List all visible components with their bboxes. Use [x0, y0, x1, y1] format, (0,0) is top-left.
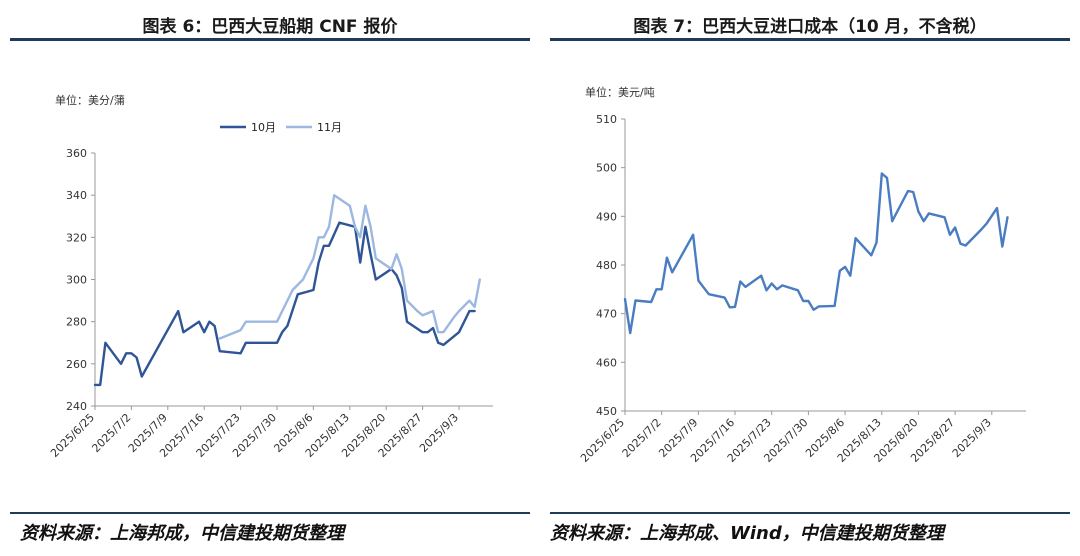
chart-title: 图表 6：巴西大豆船期 CNF 报价: [142, 17, 398, 37]
x-tick-label: 2025/6/25: [48, 411, 97, 460]
x-tick-label: 2025/9/3: [417, 411, 461, 455]
series-line-2: [218, 193, 481, 340]
y-tick-label: 360: [66, 147, 87, 160]
right-chart-panel: 图表 7：巴西大豆进口成本（10 月，不含税） 单位：美元/吨 450 460 470…: [550, 0, 1070, 556]
unit-label: 单位：美元/吨: [585, 85, 655, 99]
y-tick-label: 460: [596, 356, 617, 369]
source-note: 资料来源：上海邦成，中信建投期货整理: [20, 523, 344, 544]
y-tick-label: 340: [66, 189, 87, 202]
unit-label: 单位：美分/蒲: [55, 93, 125, 107]
cnf-quote-line-chart: 单位：美分/蒲2402602803003203403602025/6/25202…: [48, 93, 493, 460]
y-tick-label: 280: [66, 316, 87, 329]
y-tick-label: 320: [66, 231, 87, 244]
legend-label: 11月: [317, 121, 342, 134]
source-rule: [550, 512, 1070, 514]
y-tick-label: 260: [66, 358, 87, 371]
y-tick-label: 470: [596, 308, 617, 321]
y-tick-label: 300: [66, 274, 87, 287]
left-chart-panel: 图表 6：巴西大豆船期 CNF 报价 单位：美分/蒲 240 260 280 300 32…: [10, 0, 530, 556]
title-rule: [550, 38, 1070, 41]
y-tick-label: 240: [66, 400, 87, 413]
y-tick-label: 510: [596, 113, 617, 126]
series-line-1: [93, 221, 476, 387]
x-tick-label: 2025/6/25: [578, 416, 627, 465]
chart-title: 图表 7：巴西大豆进口成本（10 月，不含税）: [633, 17, 987, 37]
source-note: 资料来源：上海邦成、Wind，中信建投期货整理: [550, 523, 944, 544]
y-tick-label: 490: [596, 210, 617, 223]
title-rule: [10, 38, 530, 41]
y-tick-label: 480: [596, 259, 617, 272]
y-tick-label: 450: [596, 405, 617, 418]
legend-label: 10月: [251, 121, 276, 134]
import-cost-line-chart: 单位：美元/吨4504604704804905005102025/6/25202…: [578, 85, 1026, 465]
series-line-1: [623, 172, 1009, 335]
x-tick-label: 2025/7/2: [620, 416, 664, 460]
x-tick-label: 2025/7/2: [89, 411, 133, 455]
y-tick-label: 500: [596, 162, 617, 175]
source-rule: [10, 512, 530, 514]
x-tick-label: 2025/9/3: [950, 416, 994, 460]
